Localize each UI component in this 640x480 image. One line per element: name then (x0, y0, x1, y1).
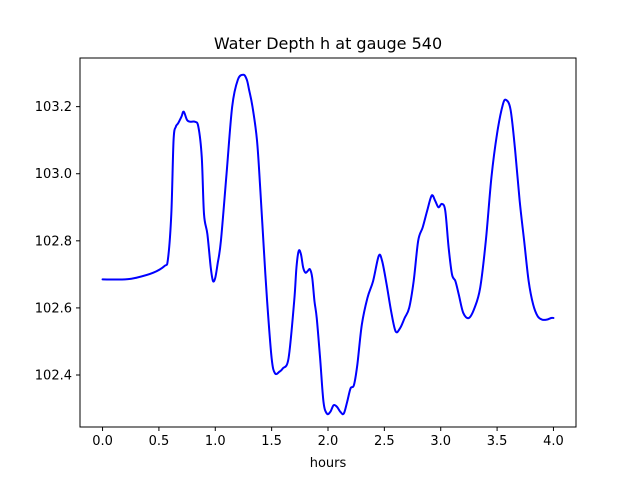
x-tick-label: 1.5 (261, 434, 282, 449)
plot-area (101, 73, 555, 416)
x-tick-label: 3.5 (487, 434, 508, 449)
x-axis-label: hours (310, 456, 347, 471)
x-tick-label: 2.0 (318, 434, 339, 449)
x-tick-label: 4.0 (543, 434, 564, 449)
x-tick-label: 0.5 (149, 434, 170, 449)
chart-title: Water Depth h at gauge 540 (214, 34, 442, 53)
x-tick-label: 0.0 (92, 434, 113, 449)
x-tick-label: 2.5 (374, 434, 395, 449)
y-tick-label: 102.8 (35, 234, 72, 249)
series-line-0 (101, 73, 555, 416)
y-tick-label: 102.6 (35, 301, 72, 316)
y-tick-label: 103.0 (35, 167, 72, 182)
y-tick-label: 103.2 (35, 100, 72, 115)
x-tick-label: 3.0 (430, 434, 451, 449)
y-tick-label: 102.4 (35, 369, 72, 384)
x-tick-label: 1.0 (205, 434, 226, 449)
axes: 0.0 0.5 1.0 1.5 2.0 2.5 3.0 3.5 4.0 102.4 102.6 102… (35, 57, 577, 449)
